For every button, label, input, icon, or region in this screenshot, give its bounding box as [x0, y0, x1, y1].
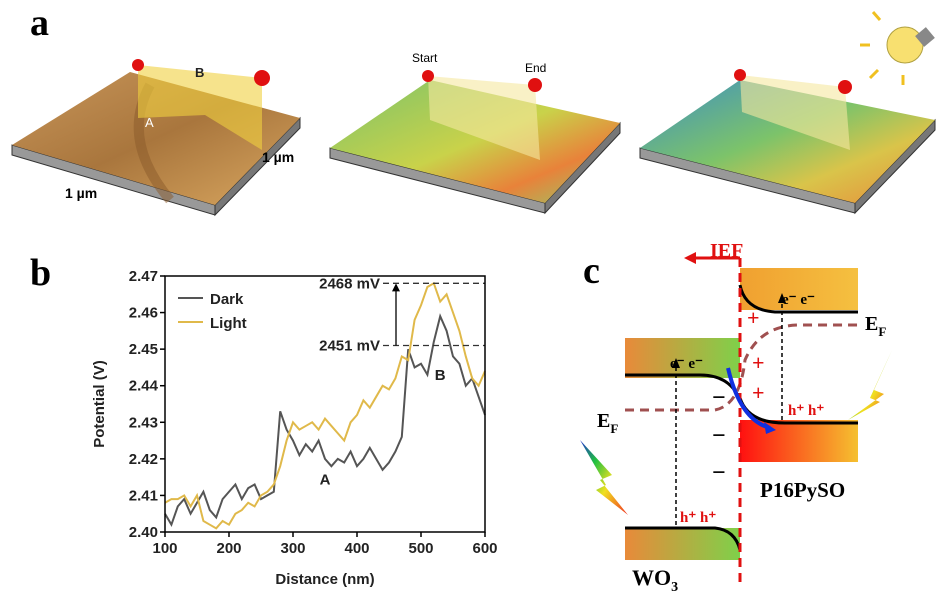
panel-label: b: [30, 252, 51, 294]
y-tick-label: 2.42: [129, 451, 158, 468]
scale-label: 1 µm: [65, 185, 97, 201]
annotation: B: [435, 367, 446, 384]
material-sub: 3: [671, 580, 678, 591]
y-axis-label: Potential (V): [91, 360, 108, 448]
y-tick-label: 2.45: [129, 341, 158, 358]
legend-label: Light: [210, 315, 247, 332]
electrons: e⁻ e⁻: [782, 292, 815, 308]
y-tick-label: 2.40: [129, 524, 158, 541]
series-line: [164, 281, 486, 530]
fermi-sub: F: [610, 421, 618, 436]
profile-end: End: [525, 61, 546, 75]
afm-topography: B A 1 µm 1 µm: [11, 59, 301, 217]
annotation: A: [320, 471, 331, 488]
scale-label: 1 µm: [262, 149, 294, 165]
fermi-main: E: [597, 410, 610, 432]
x-axis-label: Distance (nm): [275, 571, 374, 588]
y-tick-label: 2.41: [129, 487, 158, 504]
y-tick-label: 2.47: [129, 268, 158, 285]
band-diagram: IEF EF EF e⁻ e⁻ e⁻ e⁻ h⁺ h⁺ h⁺ h⁺ + + + …: [580, 240, 892, 591]
material-main: WO: [632, 565, 671, 590]
line-chart: 2.40 2.41 2.42 2.43 2.44 2.45 2.46 2.47 100 200 30…: [91, 268, 498, 588]
y-tick-label: 2.46: [129, 305, 158, 322]
fermi-label: EF: [597, 410, 618, 436]
plus: +: [747, 305, 760, 330]
fermi-label: EF: [865, 313, 886, 339]
holes: h⁺ h⁺: [680, 510, 716, 526]
x-tick-label: 500: [408, 540, 433, 557]
minus: −: [712, 423, 726, 449]
fermi-sub: F: [878, 324, 886, 339]
x-tick-label: 600: [472, 540, 497, 557]
reference-label: 2468 mV: [319, 275, 380, 292]
fermi-main: E: [865, 313, 878, 335]
ief-label: IEF: [710, 240, 743, 262]
x-tick-label: 100: [152, 540, 177, 557]
panel-label: a: [30, 2, 49, 44]
legend-label: Dark: [210, 291, 244, 308]
y-tick-label: 2.44: [129, 378, 159, 395]
profile-start: Start: [412, 51, 438, 65]
holes: h⁺ h⁺: [788, 403, 824, 419]
series-line: [164, 313, 486, 528]
afm-label: A: [145, 115, 154, 130]
electrons: e⁻ e⁻: [670, 356, 703, 372]
x-tick-label: 200: [216, 540, 241, 557]
arrow-head: [392, 283, 400, 292]
material-label: P16PySO: [760, 478, 845, 502]
plus: +: [752, 350, 765, 375]
kpfm-light: [639, 11, 936, 215]
minus: −: [712, 385, 726, 411]
minus: −: [712, 460, 726, 486]
plot-frame: [164, 275, 486, 533]
x-tick-label: 300: [280, 540, 305, 557]
panel-label: c: [583, 250, 600, 292]
x-tick-label: 400: [344, 540, 369, 557]
y-tick-label: 2.43: [129, 414, 158, 431]
material-label: WO3: [632, 565, 678, 591]
afm-label: B: [195, 65, 204, 80]
kpfm-dark: Start End: [329, 51, 621, 215]
reference-label: 2451 mV: [319, 337, 380, 354]
plus: +: [752, 380, 765, 405]
